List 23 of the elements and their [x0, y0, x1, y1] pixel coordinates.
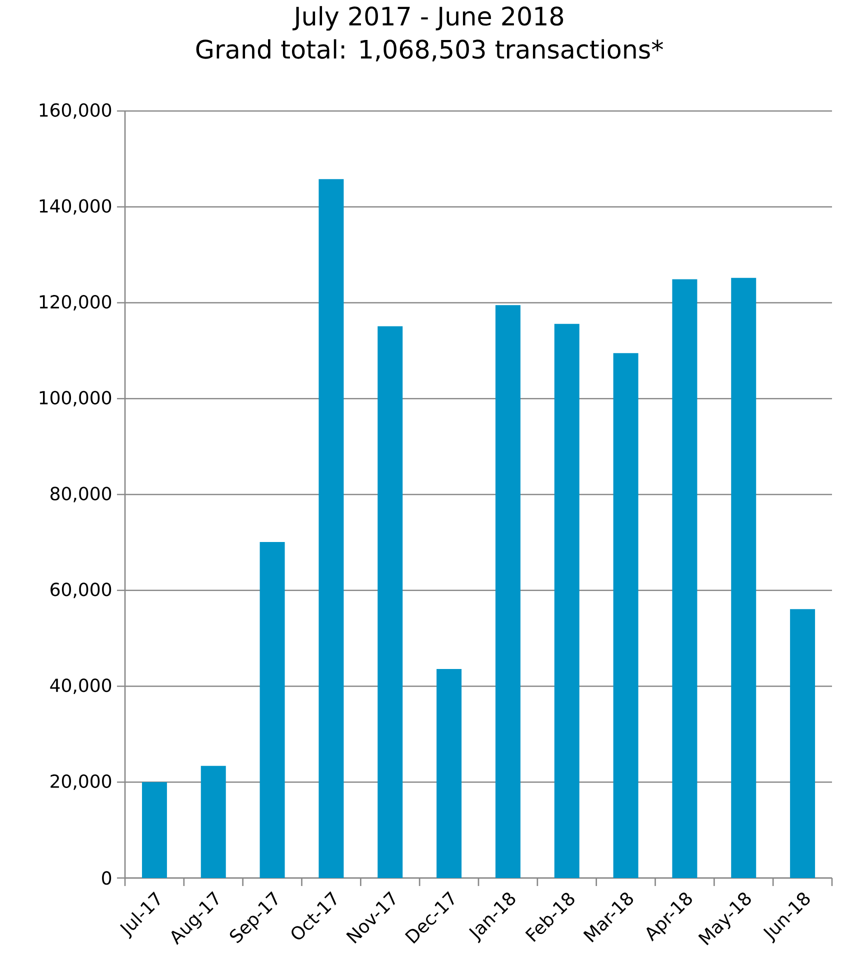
- bar: [495, 305, 520, 878]
- chart-title: July 2017 - June 2018: [292, 6, 564, 31]
- y-tick-label: 100,000: [40, 390, 112, 406]
- y-tick-label: 160,000: [40, 103, 112, 119]
- bar: [613, 353, 638, 878]
- y-tick-label: 140,000: [40, 199, 112, 215]
- y-tick-label: 0: [102, 871, 112, 885]
- bar: [554, 324, 580, 878]
- chart-subtitle: Grand total: 1,068,503 transactions*: [196, 39, 664, 62]
- y-tick-label: 40,000: [50, 678, 112, 694]
- bar: [378, 326, 403, 878]
- bar: [142, 782, 167, 878]
- bar: [260, 542, 285, 878]
- y-tick-label: 60,000: [50, 582, 112, 598]
- bar: [318, 179, 344, 878]
- y-tick-label: 20,000: [50, 774, 112, 790]
- bar: [672, 279, 698, 878]
- y-tick-label: 80,000: [50, 486, 112, 502]
- bar: [200, 766, 226, 878]
- bar: [790, 609, 816, 878]
- y-tick-label: 120,000: [40, 295, 112, 310]
- bar: [436, 668, 462, 878]
- bar: [731, 278, 756, 878]
